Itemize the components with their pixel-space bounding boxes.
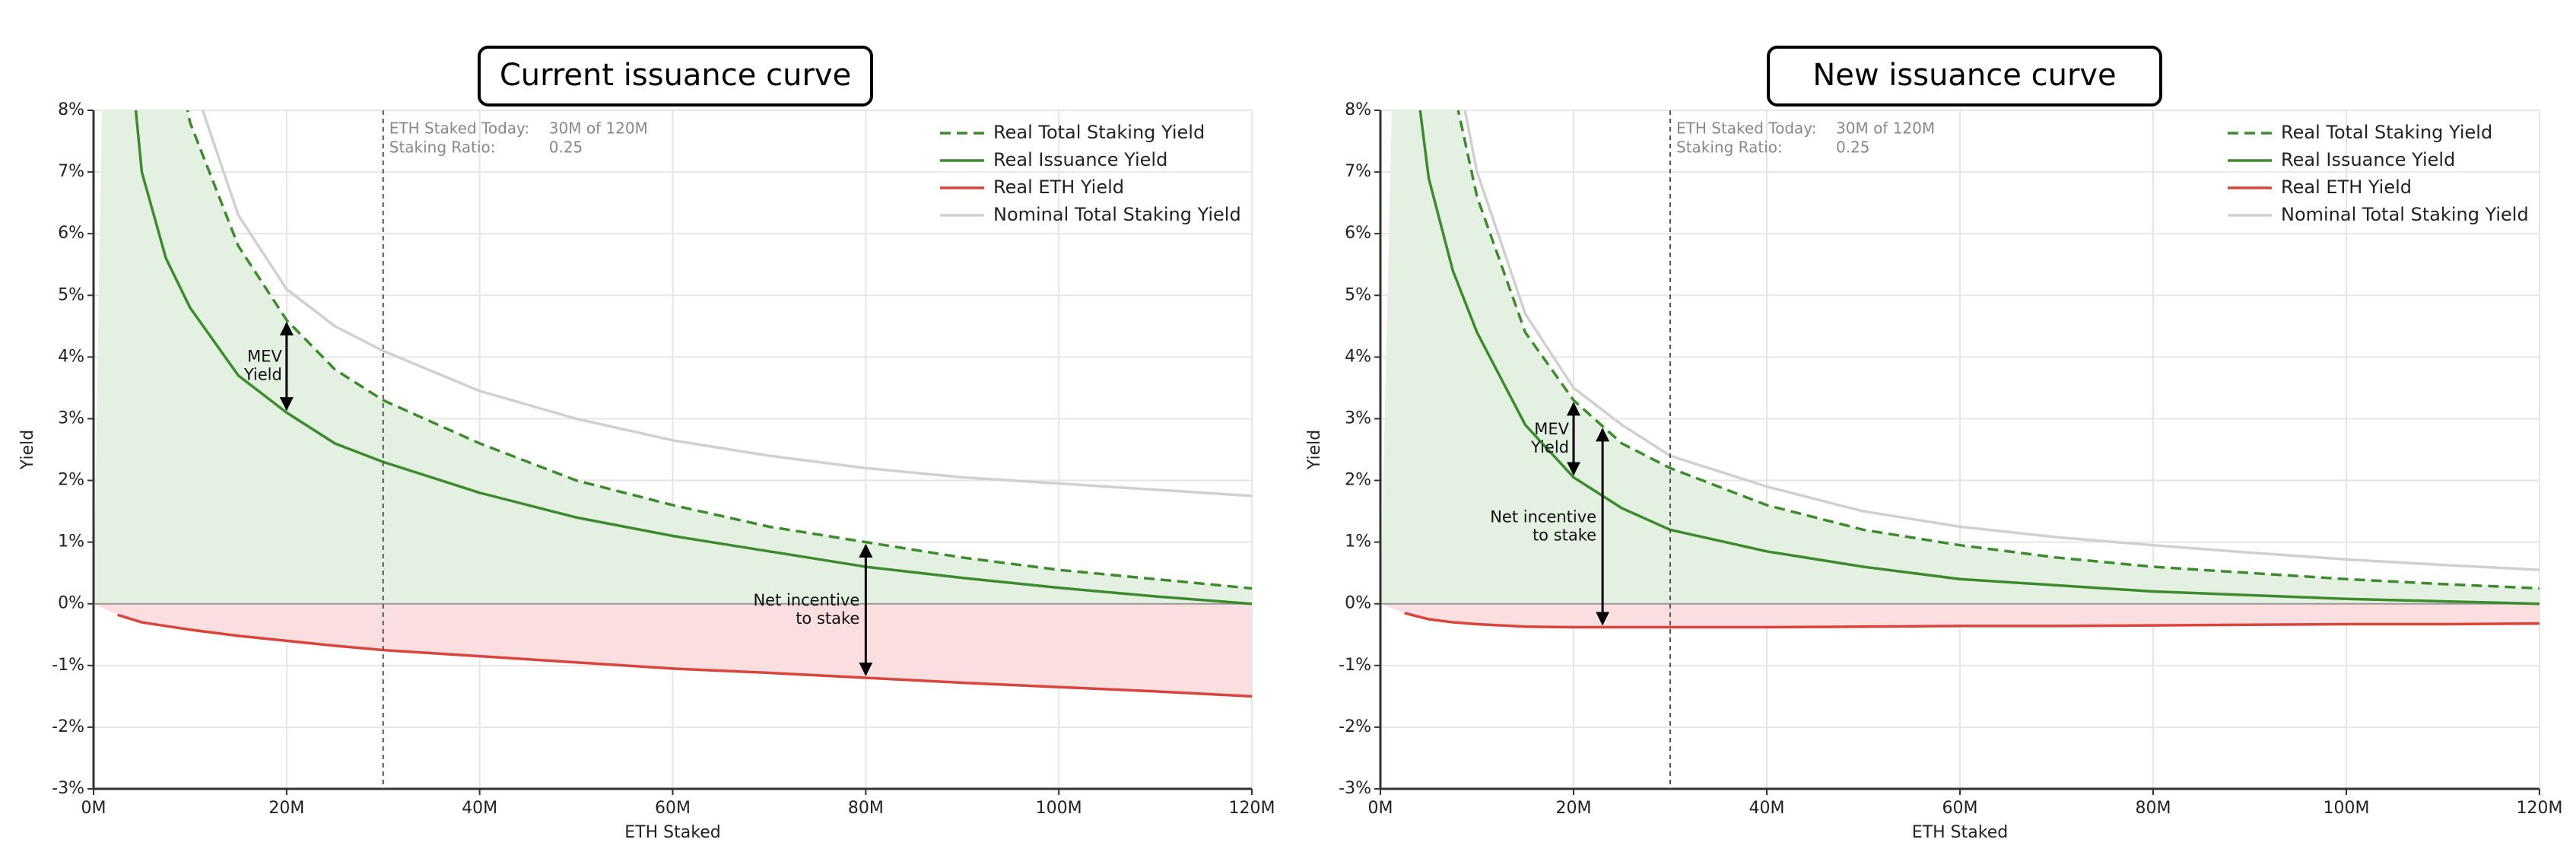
x-axis-label: ETH Staked: [624, 823, 720, 842]
y-tick-label: 5%: [58, 285, 84, 304]
y-tick-label: 2%: [58, 471, 84, 490]
net-label: Net incentive: [753, 591, 859, 609]
y-tick-label: -2%: [1339, 717, 1371, 736]
mev-label: MEV: [1534, 420, 1569, 438]
series-line: [1404, 612, 2539, 629]
y-tick-label: -1%: [52, 656, 84, 675]
x-tick-label: 20M: [1556, 799, 1592, 818]
net-label: Net incentive: [1490, 507, 1596, 526]
y-tick-label: 4%: [58, 347, 84, 366]
x-tick-label: 120M: [1229, 799, 1275, 818]
series-line: [134, 110, 1252, 606]
net-label: to stake: [1533, 526, 1596, 544]
legend-label: Real Issuance Yield: [2281, 149, 2455, 170]
y-tick-label: 4%: [1345, 347, 1371, 366]
x-tick-label: 60M: [1942, 799, 1978, 818]
x-tick-label: 120M: [2517, 799, 2563, 818]
ratio-label: Staking Ratio:: [389, 138, 496, 157]
y-tick-label: 3%: [1345, 409, 1371, 428]
y-tick-label: 5%: [1345, 285, 1371, 304]
y-tick-label: 8%: [58, 100, 84, 119]
y-tick-label: 8%: [1345, 100, 1371, 119]
y-tick-label: -3%: [1339, 779, 1371, 798]
x-tick-label: 80M: [848, 799, 884, 818]
x-tick-label: 80M: [2136, 799, 2171, 818]
ratio-label: Staking Ratio:: [1676, 138, 1783, 157]
x-tick-label: 60M: [655, 799, 691, 818]
y-axis-label: Yield: [1305, 430, 1324, 470]
series-line: [186, 110, 1252, 590]
y-tick-label: 0%: [58, 594, 84, 613]
y-tick-label: 1%: [1345, 532, 1371, 552]
area-fill: [94, 603, 1252, 697]
x-tick-label: 0M: [81, 799, 106, 818]
today-label: ETH Staked Today:: [389, 119, 529, 138]
x-axis-label: ETH Staked: [1912, 823, 2008, 842]
title-box: [478, 46, 873, 106]
mev-label: Yield: [1530, 438, 1569, 456]
legend-label: Real Issuance Yield: [993, 149, 1167, 170]
y-tick-label: -3%: [52, 779, 84, 798]
y-tick-label: 6%: [1345, 224, 1371, 243]
legend-label: Real Total Staking Yield: [2281, 122, 2492, 143]
legend-label: Nominal Total Staking Yield: [2281, 204, 2529, 225]
x-tick-label: 40M: [462, 799, 497, 818]
mev-label: Yield: [243, 366, 282, 384]
series-line: [1456, 110, 2539, 590]
y-tick-label: 3%: [58, 409, 84, 428]
ratio-value: 0.25: [549, 138, 583, 157]
x-tick-label: 100M: [2323, 799, 2370, 818]
x-tick-label: 0M: [1368, 799, 1393, 818]
y-tick-label: 7%: [1345, 162, 1371, 181]
y-tick-label: 7%: [58, 162, 84, 181]
today-value: 30M of 120M: [1836, 119, 1935, 138]
mev-label: MEV: [247, 348, 282, 366]
series-line: [1418, 110, 2539, 606]
y-tick-label: -2%: [52, 717, 84, 736]
x-tick-label: 100M: [1036, 799, 1082, 818]
legend-label: Real Total Staking Yield: [993, 122, 1205, 143]
chart: Current issuance curve 0M 20M 40M 60M 80M 100M…: [18, 46, 1275, 842]
legend-label: Real ETH Yield: [993, 176, 1124, 198]
chart-title: Current issuance curve: [500, 58, 851, 93]
y-tick-label: 2%: [1345, 471, 1371, 490]
y-tick-label: 1%: [58, 532, 84, 552]
y-axis-label: Yield: [18, 430, 37, 470]
net-label: to stake: [796, 609, 859, 628]
y-tick-label: -1%: [1339, 656, 1371, 675]
today-value: 30M of 120M: [549, 119, 648, 138]
today-label: ETH Staked Today:: [1676, 119, 1816, 138]
chart-title: New issuance curve: [1812, 58, 2116, 93]
y-tick-label: 6%: [58, 224, 84, 243]
x-tick-label: 40M: [1749, 799, 1785, 818]
chart: New issuance curve 0M 20M 40M 60M 80M 100M 120M…: [1305, 46, 2563, 842]
series-line: [201, 110, 1252, 498]
title-box: [1767, 46, 2162, 106]
series-line: [1463, 110, 2539, 571]
y-tick-label: 0%: [1345, 594, 1371, 613]
ratio-value: 0.25: [1836, 138, 1870, 157]
legend-label: Real ETH Yield: [2281, 176, 2412, 198]
series-line: [117, 613, 1252, 698]
x-tick-label: 20M: [268, 799, 304, 818]
legend-label: Nominal Total Staking Yield: [993, 204, 1241, 225]
